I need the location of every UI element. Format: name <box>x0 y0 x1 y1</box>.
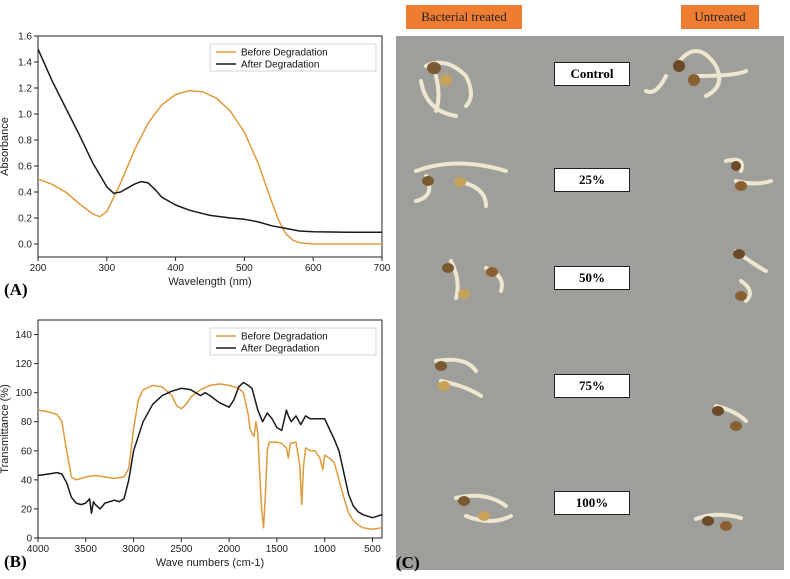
uvvis-ytick-label: 1.6 <box>18 32 32 43</box>
seedlings-drawing <box>414 49 773 531</box>
ftir-series-line-after <box>38 381 382 519</box>
ftir-plot-frame <box>37 319 383 539</box>
panel-label-a: (A) <box>4 280 28 299</box>
uvvis-plot-frame <box>37 35 383 258</box>
bacterial-treated-header: Bacterial treated <box>406 5 522 29</box>
uvvis-ytick-label: 0.0 <box>18 240 32 251</box>
ftir-chart: 4000 3500 3000 2500 2000 1500 1000 500 0 20 40 60 80… <box>0 312 392 572</box>
ftir-ytick-label: 120 <box>15 359 32 370</box>
ftir-ytick-label: 100 <box>15 388 32 399</box>
absorbance-chart: 200 300 400 500 600 700 0.0 0.2 0.4 0.6 0.8 1.0 1.2 1… <box>0 0 392 290</box>
uvvis-legend-box <box>209 43 377 72</box>
uvvis-ytick-label: 0.8 <box>18 136 32 147</box>
panel-label-c: (C) <box>396 553 420 572</box>
conc-label-50: 50% <box>554 266 630 290</box>
uvvis-legend-label: Before Degradation <box>241 48 328 59</box>
uvvis-ytick-label: 0.2 <box>18 214 32 225</box>
ftir-legend-label: After Degradation <box>241 344 319 355</box>
conc-label-75: 75% <box>554 374 630 398</box>
ftir-chart-svg: 4000 3500 3000 2500 2000 1500 1000 500 0 20 40 60 80… <box>0 319 383 569</box>
ftir-xtick-label: 3000 <box>122 544 145 555</box>
ftir-ytick-label: 0 <box>26 534 32 545</box>
uvvis-series-line-before <box>38 89 382 245</box>
ftir-y-axis-title: Transmittance (%) <box>0 384 11 473</box>
conc-label-100: 100% <box>554 491 630 515</box>
ftir-ytick-label: 140 <box>15 330 32 341</box>
conc-label-control: Control <box>554 62 630 86</box>
uvvis-ytick-label: 0.4 <box>18 188 32 199</box>
ftir-xtick-label: 2000 <box>218 544 241 555</box>
ftir-ytick-label: 20 <box>21 504 33 515</box>
uvvis-xtick-label: 700 <box>374 263 391 274</box>
absorbance-chart-svg: 200 300 400 500 600 700 0.0 0.2 0.4 0.6 0.8 1.0 1.2 1… <box>0 32 391 289</box>
ftir-xtick-label: 2500 <box>170 544 193 555</box>
conc-label-25: 25% <box>554 168 630 192</box>
uvvis-series-line-after <box>38 48 382 234</box>
panel-label-b: (B) <box>4 552 27 571</box>
uvvis-ytick-label: 1.4 <box>18 58 32 69</box>
uvvis-xtick-label: 500 <box>236 263 253 274</box>
ftir-ytick-label: 40 <box>21 475 33 486</box>
ftir-x-axis-title: Wave numbers (cm-1) <box>156 557 264 569</box>
uvvis-ytick-label: 1.0 <box>18 110 32 121</box>
ftir-series-line-before <box>38 383 382 531</box>
uvvis-legend-label: After Degradation <box>241 60 319 71</box>
uvvis-xtick-label: 300 <box>98 263 115 274</box>
ftir-legend-label: Before Degradation <box>241 332 328 343</box>
uvvis-ytick-label: 0.6 <box>18 162 32 173</box>
untreated-header: Untreated <box>681 5 759 29</box>
seed-germination-photo: Control 25% 50% 75% 100% <box>396 36 784 570</box>
ftir-ytick-label: 80 <box>21 417 33 428</box>
uvvis-xtick-label: 400 <box>167 263 184 274</box>
ftir-xtick-label: 1000 <box>314 544 337 555</box>
ftir-xtick-label: 4000 <box>27 544 50 555</box>
uvvis-xtick-label: 200 <box>30 263 47 274</box>
uvvis-xtick-label: 600 <box>305 263 322 274</box>
uvvis-x-axis-title: Wavelength (nm) <box>168 276 251 288</box>
ftir-xtick-label: 3500 <box>75 544 98 555</box>
uvvis-ytick-label: 1.2 <box>18 84 32 95</box>
ftir-xtick-label: 1500 <box>266 544 289 555</box>
uvvis-y-axis-title: Absorbance <box>0 117 11 176</box>
ftir-ytick-label: 60 <box>21 446 33 457</box>
ftir-xtick-label: 500 <box>364 544 381 555</box>
ftir-legend-box <box>209 327 377 356</box>
